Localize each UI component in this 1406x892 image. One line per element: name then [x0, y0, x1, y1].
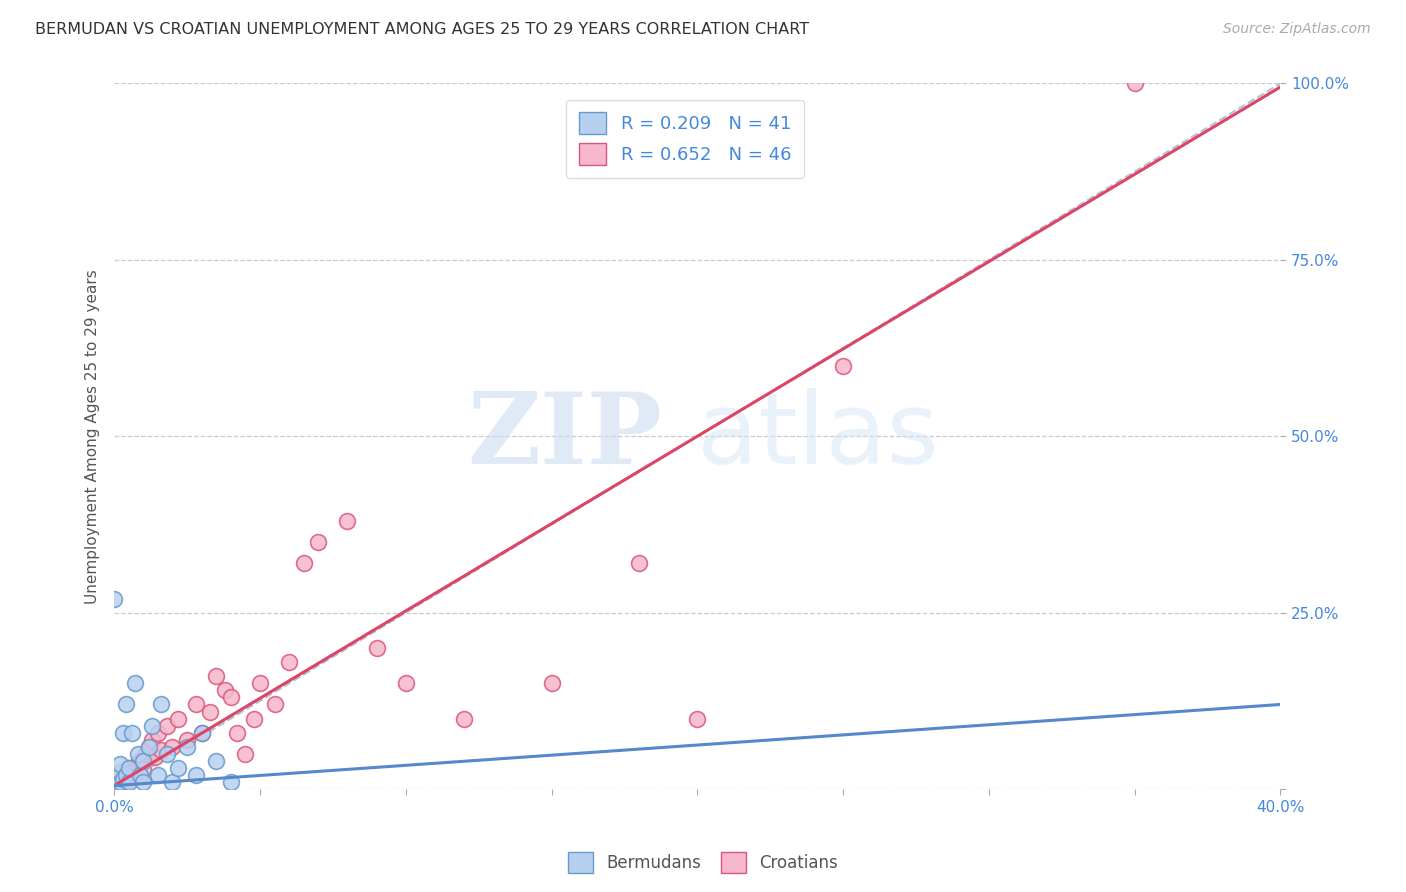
Point	[121, 764, 143, 779]
Point	[118, 761, 141, 775]
Point	[214, 683, 236, 698]
Text: BERMUDAN VS CROATIAN UNEMPLOYMENT AMONG AGES 25 TO 29 YEARS CORRELATION CHART: BERMUDAN VS CROATIAN UNEMPLOYMENT AMONG …	[35, 22, 810, 37]
Legend: Bermudans, Croatians: Bermudans, Croatians	[561, 846, 845, 880]
Point	[176, 739, 198, 754]
Point	[336, 514, 359, 528]
Point	[115, 698, 138, 712]
Point	[1123, 77, 1146, 91]
Point	[103, 773, 125, 788]
Point	[132, 754, 155, 768]
Point	[156, 718, 179, 732]
Text: Source: ZipAtlas.com: Source: ZipAtlas.com	[1223, 22, 1371, 37]
Point	[184, 768, 207, 782]
Point	[146, 768, 169, 782]
Point	[138, 739, 160, 754]
Point	[103, 780, 125, 795]
Point	[141, 732, 163, 747]
Point	[146, 725, 169, 739]
Point	[124, 769, 146, 783]
Point	[249, 676, 271, 690]
Point	[108, 757, 131, 772]
Point	[127, 747, 149, 761]
Point	[190, 725, 212, 739]
Point	[190, 725, 212, 739]
Point	[103, 776, 125, 790]
Point	[205, 754, 228, 768]
Point	[129, 754, 152, 768]
Point	[132, 775, 155, 789]
Point	[118, 761, 141, 775]
Point	[162, 739, 184, 754]
Point	[103, 591, 125, 606]
Point	[103, 775, 125, 789]
Point	[103, 779, 125, 793]
Point	[105, 779, 128, 793]
Point	[103, 782, 125, 797]
Point	[129, 768, 152, 782]
Point	[307, 535, 329, 549]
Point	[103, 768, 125, 782]
Point	[366, 640, 388, 655]
Point	[167, 761, 190, 775]
Text: ZIP: ZIP	[467, 388, 662, 484]
Point	[103, 782, 125, 797]
Point	[103, 782, 125, 797]
Point	[278, 655, 301, 669]
Point	[103, 772, 125, 786]
Point	[135, 747, 157, 761]
Point	[111, 768, 134, 782]
Point	[108, 775, 131, 789]
Point	[103, 775, 125, 789]
Point	[167, 712, 190, 726]
Point	[127, 757, 149, 772]
Point	[103, 782, 125, 797]
Point	[105, 776, 128, 790]
Point	[105, 769, 128, 783]
Point	[176, 732, 198, 747]
Point	[832, 359, 855, 373]
Point	[263, 698, 285, 712]
Point	[103, 780, 125, 794]
Point	[118, 775, 141, 789]
Point	[149, 743, 172, 757]
Point	[115, 768, 138, 782]
Point	[132, 763, 155, 777]
Point	[292, 557, 315, 571]
Point	[162, 775, 184, 789]
Point	[686, 712, 709, 726]
Point	[205, 669, 228, 683]
Point	[219, 775, 242, 789]
Point	[108, 764, 131, 779]
Text: atlas: atlas	[697, 388, 939, 484]
Point	[141, 718, 163, 732]
Point	[184, 698, 207, 712]
Point	[235, 747, 257, 761]
Point	[225, 725, 247, 739]
Point	[627, 557, 650, 571]
Point	[111, 772, 134, 786]
Point	[200, 705, 222, 719]
Point	[121, 725, 143, 739]
Point	[138, 739, 160, 754]
Y-axis label: Unemployment Among Ages 25 to 29 years: Unemployment Among Ages 25 to 29 years	[86, 268, 100, 604]
Point	[219, 690, 242, 705]
Point	[540, 676, 562, 690]
Point	[156, 747, 179, 761]
Legend: R = 0.209   N = 41, R = 0.652   N = 46: R = 0.209 N = 41, R = 0.652 N = 46	[567, 100, 804, 178]
Point	[143, 750, 166, 764]
Point	[149, 698, 172, 712]
Point	[111, 725, 134, 739]
Point	[108, 772, 131, 786]
Point	[395, 676, 418, 690]
Point	[453, 712, 475, 726]
Point	[243, 712, 266, 726]
Point	[124, 676, 146, 690]
Point	[115, 773, 138, 788]
Point	[103, 779, 125, 793]
